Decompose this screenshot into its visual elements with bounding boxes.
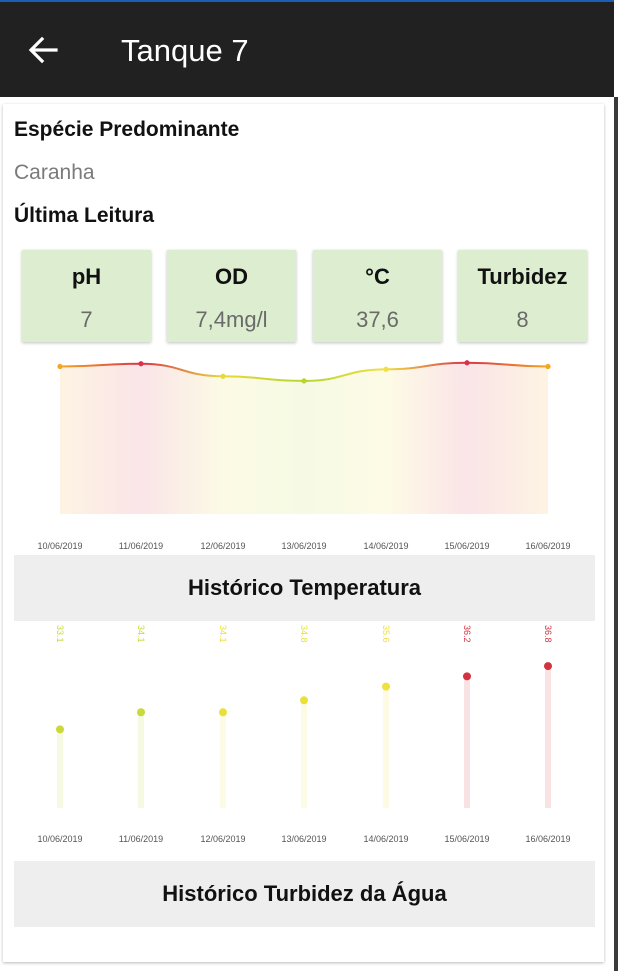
turbidity-x-tick: 14/06/2019 <box>363 834 408 844</box>
temperature-x-tick: 15/06/2019 <box>444 541 489 551</box>
arrow-left-icon <box>28 36 58 64</box>
turbidity-tile: Turbidez 8 <box>458 250 587 342</box>
turbidity-bar <box>138 712 144 808</box>
turbidity-history-header: Histórico Turbidez da Água <box>14 861 595 927</box>
temperature-x-tick: 12/06/2019 <box>200 541 245 551</box>
turbidity-point <box>382 682 390 691</box>
temperature-x-tick: 10/06/2019 <box>37 541 82 551</box>
turbidity-bar <box>57 729 63 808</box>
temperature-point <box>545 363 551 370</box>
turbidity-bar <box>545 666 551 808</box>
temperature-area <box>60 362 548 514</box>
temperature-tile: °C 37,6 <box>313 250 442 342</box>
turbidity-x-tick: 15/06/2019 <box>444 834 489 844</box>
tank-card: Espécie Predominante Caranha Última Leit… <box>3 104 604 962</box>
temperature-point <box>464 360 470 366</box>
turbidity-x-tick: 11/06/2019 <box>119 834 163 844</box>
ph-tile: pH 7 <box>22 250 151 342</box>
turbidity-point <box>463 672 471 681</box>
last-reading-label: Última Leitura <box>14 204 155 227</box>
temperature-x-tick: 11/06/2019 <box>119 541 163 551</box>
temperature-chart: 10/06/2019 11/06/2019 12/06/2019 13/06/2019… <box>37 360 571 551</box>
turbidity-point <box>137 708 145 717</box>
turbidity-label: Turbidez <box>477 264 568 289</box>
turbidity-value-label: 35.6 <box>381 625 391 643</box>
species-value: Caranha <box>14 161 95 184</box>
page-title: Tanque 7 <box>121 33 249 68</box>
turbidity-x-tick: 16/06/2019 <box>525 834 570 844</box>
temperature-x-tick: 13/06/2019 <box>281 541 326 551</box>
turbidity-value: 8 <box>516 307 529 332</box>
window-edge <box>614 97 618 971</box>
turbidity-x-tick: 10/06/2019 <box>37 834 82 844</box>
turbidity-chart: 33.1 34.1 34.1 34.8 35.6 36.2 36.8 10/06/2019 11… <box>37 625 570 844</box>
temperature-label: °C <box>365 264 390 289</box>
turbidity-point <box>56 725 64 734</box>
species-label: Espécie Predominante <box>14 118 240 141</box>
ph-label: pH <box>71 264 102 289</box>
turbidity-bar <box>220 712 226 808</box>
turbidity-x-tick: 13/06/2019 <box>281 834 326 844</box>
od-tile: OD 7,4mg/l <box>167 250 296 342</box>
temperature-point <box>57 363 63 370</box>
temperature-point <box>383 366 389 372</box>
turbidity-value-label: 36.8 <box>543 625 553 643</box>
turbidity-value-label: 34.1 <box>136 625 146 643</box>
temperature-x-tick: 16/06/2019 <box>525 541 570 551</box>
ph-value: 7 <box>80 307 93 332</box>
temperature-history-header: Histórico Temperatura <box>14 555 595 621</box>
temperature-point <box>301 378 307 384</box>
turbidity-bar <box>464 676 470 808</box>
temperature-value: 37,6 <box>356 307 399 332</box>
turbidity-bar <box>301 700 307 808</box>
turbidity-point <box>300 696 308 705</box>
temperature-x-tick: 14/06/2019 <box>363 541 408 551</box>
temperature-point <box>138 361 144 367</box>
od-value: 7,4mg/l <box>195 307 268 332</box>
turbidity-value-label: 34.1 <box>218 625 228 643</box>
od-label: OD <box>215 264 248 289</box>
turbidity-x-tick: 12/06/2019 <box>200 834 245 844</box>
turbidity-value-label: 36.2 <box>462 625 472 643</box>
turbidity-value-label: 33.1 <box>55 625 65 643</box>
turbidity-value-label: 34.8 <box>299 625 309 643</box>
turbidity-bar <box>383 686 389 808</box>
temperature-point <box>220 373 226 379</box>
app-bar: Tanque 7 <box>0 0 614 97</box>
turbidity-point <box>219 708 227 717</box>
turbidity-point <box>544 662 552 671</box>
back-button[interactable] <box>22 28 66 72</box>
